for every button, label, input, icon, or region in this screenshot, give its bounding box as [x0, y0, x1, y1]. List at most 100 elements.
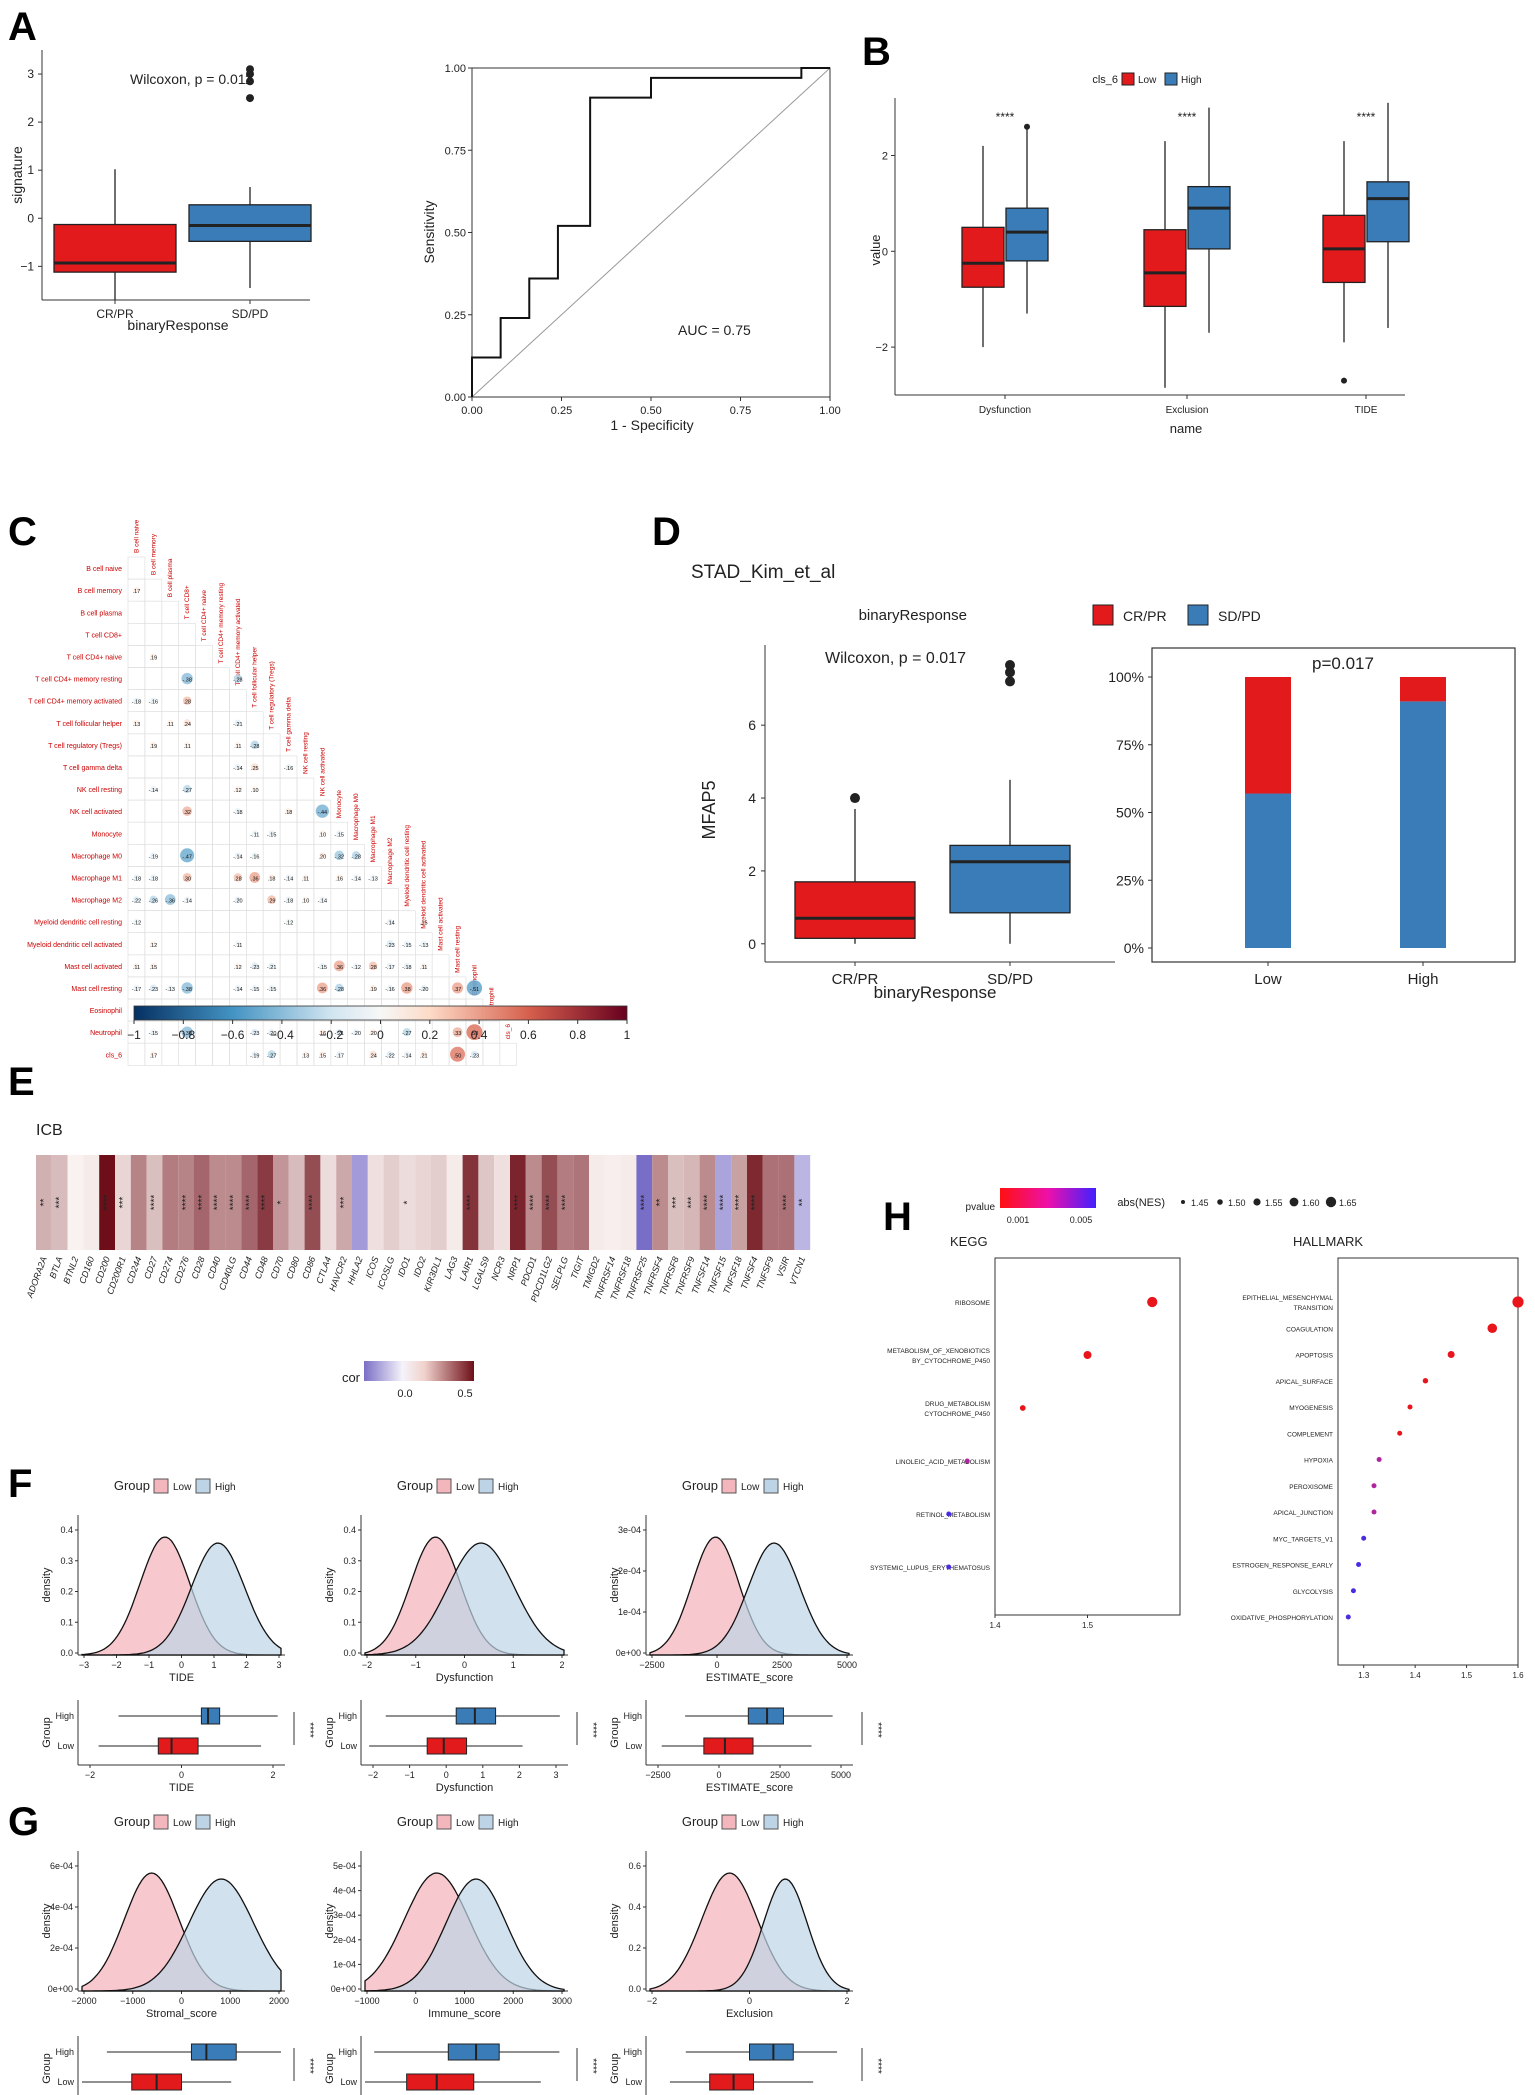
e-gene-label: CD70	[269, 1255, 286, 1280]
c-col-label: B cell naive	[133, 519, 140, 553]
c-corr-circle	[150, 741, 157, 748]
c-corr-circle	[184, 896, 191, 903]
fg-tide-xtick-label: −2	[111, 1660, 121, 1670]
fg-dysfunction-legend-title: Group	[397, 1478, 433, 1493]
c-corr-value: -.15	[250, 987, 259, 993]
c-corr-value: -.13	[166, 987, 175, 993]
c-corr-value: .20	[319, 854, 327, 860]
fg-immune-score-ytick-label: 2e-04	[333, 1935, 356, 1945]
h-hallmark-term-label: COMPLEMENT	[1287, 1431, 1333, 1438]
e-heat-star: ****	[260, 1195, 271, 1211]
c-cell	[178, 755, 196, 779]
b-outlier	[1024, 123, 1030, 130]
c-corr-value: -.14	[233, 987, 242, 993]
c-corr-value: .10	[319, 832, 327, 838]
panel-label-g: G	[8, 1800, 39, 1844]
e-heat-star: ****	[560, 1195, 571, 1211]
c-colorbar-label: 0	[377, 1028, 384, 1042]
e-gene-label: ICOS	[364, 1255, 381, 1279]
fg-dysfunction-box-xtick-label: 2	[517, 1770, 522, 1780]
d-legend-sdpd: SD/PD	[1218, 608, 1261, 624]
c-corr-value: .15	[150, 965, 158, 971]
c-corr-value: .36	[251, 876, 259, 882]
e-heat-star: *	[402, 1200, 413, 1204]
c-corr-value: -.15	[402, 943, 411, 949]
fg-dysfunction-box-xtick-label: 3	[553, 1770, 558, 1780]
a-roc-ytick-label: 0.50	[445, 228, 466, 240]
fg-stromal-score-box-high	[190, 2043, 237, 2061]
c-colorbar-label: 0.8	[569, 1028, 586, 1042]
d-box-xtick-label: CR/PR	[832, 971, 879, 988]
a-box-sdpd	[188, 204, 312, 242]
fg-immune-score-legend-low: Low	[456, 1818, 475, 1829]
d-bar-crpr	[1245, 677, 1291, 794]
b-outlier	[1341, 377, 1347, 384]
fg-immune-score-xlabel: Immune_score	[428, 2008, 501, 2020]
c-corr-value: -.15	[318, 965, 327, 971]
h-hallmark-dot	[1487, 1323, 1498, 1334]
c-corr-value: .24	[369, 1053, 377, 1059]
h-hallmark-term-label: HYPOXIA	[1304, 1458, 1334, 1465]
c-corr-circle	[251, 1051, 258, 1058]
c-corr-value: .19	[150, 744, 158, 750]
c-corr-value: -.27	[402, 1031, 411, 1037]
fg-dysfunction-ytick-label: 0.3	[343, 1556, 356, 1566]
c-corr-value: -.14	[284, 876, 293, 882]
e-gene-label: IDO2	[411, 1255, 428, 1278]
c-corr-value: .28	[234, 876, 242, 882]
fg-stromal-score-density-high	[82, 1878, 282, 1992]
c-corr-circle	[234, 962, 241, 969]
c-cell	[144, 821, 163, 845]
c-corr-circle	[251, 763, 259, 771]
c-corr-value: .29	[268, 899, 276, 905]
panel-label-e: E	[8, 1060, 35, 1104]
c-corr-circle	[251, 984, 258, 991]
e-heat-star: ***	[687, 1197, 698, 1209]
c-corr-value: -.12	[132, 921, 141, 927]
c-corr-circle	[386, 918, 393, 925]
fg-immune-score-legend-swatch-high	[478, 1814, 494, 1830]
c-cell	[212, 976, 230, 1000]
fg-dysfunction-box-level: Low	[340, 1741, 357, 1751]
c-corr-circle	[403, 1051, 410, 1058]
c-corr-circle	[133, 984, 140, 991]
fg-estimate-score-box-xtick-label: 5000	[831, 1770, 851, 1780]
c-colorbar-label: 1	[624, 1028, 631, 1042]
c-corr-circle	[452, 982, 464, 994]
h-size-tick: 1.60	[1302, 1198, 1320, 1208]
c-cell	[127, 556, 146, 580]
e-heat-cell	[336, 1155, 352, 1250]
e-heat-star: ***	[339, 1197, 350, 1209]
e-heat-cell	[51, 1155, 68, 1250]
c-cell	[246, 932, 264, 956]
fg-stromal-score-box-ylabel: Group	[41, 2053, 53, 2084]
c-col-label: Mast cell resting	[455, 926, 462, 973]
d-legend-crpr: CR/PR	[1123, 608, 1167, 624]
c-cell	[127, 932, 146, 956]
c-corr-value: .11	[234, 744, 241, 750]
fg-stromal-score-ylabel: density	[41, 1903, 53, 1938]
h-pvalue-tick: 0.005	[1070, 1215, 1093, 1225]
e-heat-star: ***	[55, 1197, 66, 1209]
fg-dysfunction-box-ylabel: Group	[324, 1717, 336, 1748]
h-size-dot	[1217, 1199, 1223, 1205]
c-cell	[279, 932, 298, 956]
a-roc-ytick-label: 0.00	[445, 392, 466, 404]
c-corr-circle	[268, 962, 275, 969]
c-cell	[212, 910, 230, 933]
fg-dysfunction-xtick-label: −2	[362, 1660, 372, 1670]
c-corr-circle	[285, 896, 292, 903]
h-size-dot	[1253, 1198, 1261, 1206]
c-cell	[161, 910, 180, 933]
c-cell	[262, 777, 281, 801]
e-heat-cell	[699, 1155, 716, 1250]
fg-tide-xtick-label: 3	[276, 1660, 281, 1670]
h-hallmark-term-label: APICAL_JUNCTION	[1273, 1510, 1333, 1517]
e-heat-cell	[146, 1155, 163, 1250]
c-cell	[178, 645, 196, 668]
b-legend-swatch-low	[1121, 72, 1135, 86]
c-row-label: Mast cell activated	[64, 964, 122, 971]
c-cell	[161, 622, 180, 646]
b-box-low	[1143, 229, 1187, 308]
fg-immune-score-ytick-label: 5e-04	[333, 1861, 356, 1871]
